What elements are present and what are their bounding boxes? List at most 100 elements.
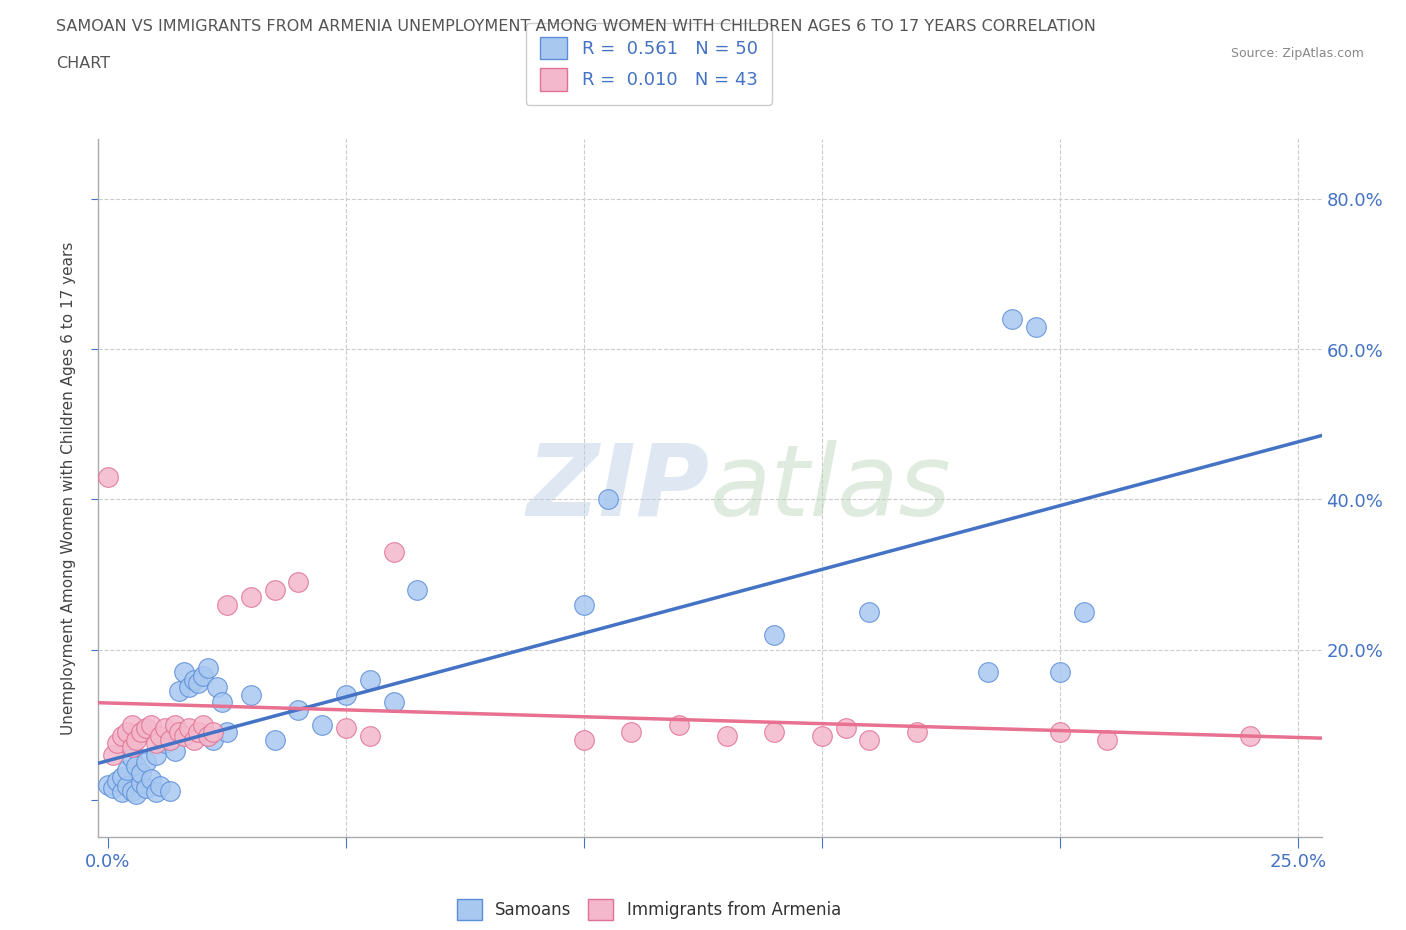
Point <box>620 724 643 739</box>
Text: CHART: CHART <box>56 56 110 71</box>
Point <box>382 545 405 560</box>
Point <box>215 724 238 739</box>
Point <box>596 492 619 507</box>
Point <box>716 728 738 743</box>
Point <box>977 665 1000 680</box>
Point <box>382 695 405 710</box>
Point <box>139 717 162 732</box>
Point <box>145 785 167 800</box>
Text: Source: ZipAtlas.com: Source: ZipAtlas.com <box>1230 46 1364 60</box>
Point <box>129 724 152 739</box>
Point <box>101 747 124 762</box>
Point <box>111 769 134 784</box>
Point <box>287 575 309 590</box>
Point <box>763 724 786 739</box>
Point <box>263 582 285 597</box>
Point <box>107 774 129 789</box>
Point <box>163 743 186 758</box>
Point <box>121 739 143 754</box>
Point <box>1049 724 1071 739</box>
Point <box>311 717 333 732</box>
Point <box>125 786 148 801</box>
Point <box>177 680 200 695</box>
Point <box>359 728 381 743</box>
Point <box>129 776 152 790</box>
Text: SAMOAN VS IMMIGRANTS FROM ARMENIA UNEMPLOYMENT AMONG WOMEN WITH CHILDREN AGES 6 : SAMOAN VS IMMIGRANTS FROM ARMENIA UNEMPL… <box>56 19 1097 33</box>
Point <box>107 736 129 751</box>
Point <box>159 732 181 747</box>
Point <box>121 751 143 765</box>
Point <box>145 747 167 762</box>
Text: atlas: atlas <box>710 440 952 537</box>
Point <box>187 676 209 691</box>
Point <box>125 732 148 747</box>
Point <box>101 781 124 796</box>
Point <box>121 783 143 798</box>
Point <box>115 724 138 739</box>
Point <box>335 721 357 736</box>
Point <box>125 758 148 773</box>
Point <box>145 736 167 751</box>
Point <box>149 778 172 793</box>
Point <box>191 717 214 732</box>
Point <box>905 724 928 739</box>
Point <box>135 781 157 796</box>
Point <box>139 771 162 786</box>
Point <box>183 672 205 687</box>
Point <box>111 728 134 743</box>
Point <box>153 736 176 751</box>
Point <box>572 597 595 612</box>
Point <box>163 717 186 732</box>
Point <box>668 717 690 732</box>
Point <box>858 732 880 747</box>
Point <box>1073 604 1095 619</box>
Point <box>129 765 152 780</box>
Point <box>187 724 209 739</box>
Point <box>1239 728 1261 743</box>
Point <box>201 724 224 739</box>
Point <box>211 695 233 710</box>
Point <box>97 777 120 792</box>
Point <box>135 721 157 736</box>
Point <box>197 661 219 676</box>
Point <box>1097 732 1119 747</box>
Point <box>335 687 357 702</box>
Point <box>263 732 285 747</box>
Point <box>1025 320 1047 335</box>
Point <box>169 684 191 698</box>
Point <box>359 672 381 687</box>
Point <box>858 604 880 619</box>
Point <box>1001 312 1024 327</box>
Point <box>287 702 309 717</box>
Point <box>215 597 238 612</box>
Point <box>1049 665 1071 680</box>
Point <box>763 627 786 642</box>
Point <box>97 470 120 485</box>
Point <box>135 754 157 769</box>
Point <box>572 732 595 747</box>
Point <box>177 721 200 736</box>
Point <box>121 717 143 732</box>
Point <box>239 687 262 702</box>
Point <box>173 728 195 743</box>
Point <box>406 582 429 597</box>
Point <box>149 728 172 743</box>
Point <box>115 762 138 777</box>
Point <box>834 721 856 736</box>
Point <box>191 669 214 684</box>
Y-axis label: Unemployment Among Women with Children Ages 6 to 17 years: Unemployment Among Women with Children A… <box>60 242 76 735</box>
Text: ZIP: ZIP <box>527 440 710 537</box>
Point <box>159 783 181 798</box>
Point <box>207 680 229 695</box>
Point <box>169 724 191 739</box>
Legend: Samoans, Immigrants from Armenia: Samoans, Immigrants from Armenia <box>450 893 848 926</box>
Point <box>111 785 134 800</box>
Point <box>183 732 205 747</box>
Point <box>197 728 219 743</box>
Point <box>173 665 195 680</box>
Point <box>115 778 138 793</box>
Point <box>239 590 262 604</box>
Point <box>811 728 834 743</box>
Point <box>201 732 224 747</box>
Point <box>153 721 176 736</box>
